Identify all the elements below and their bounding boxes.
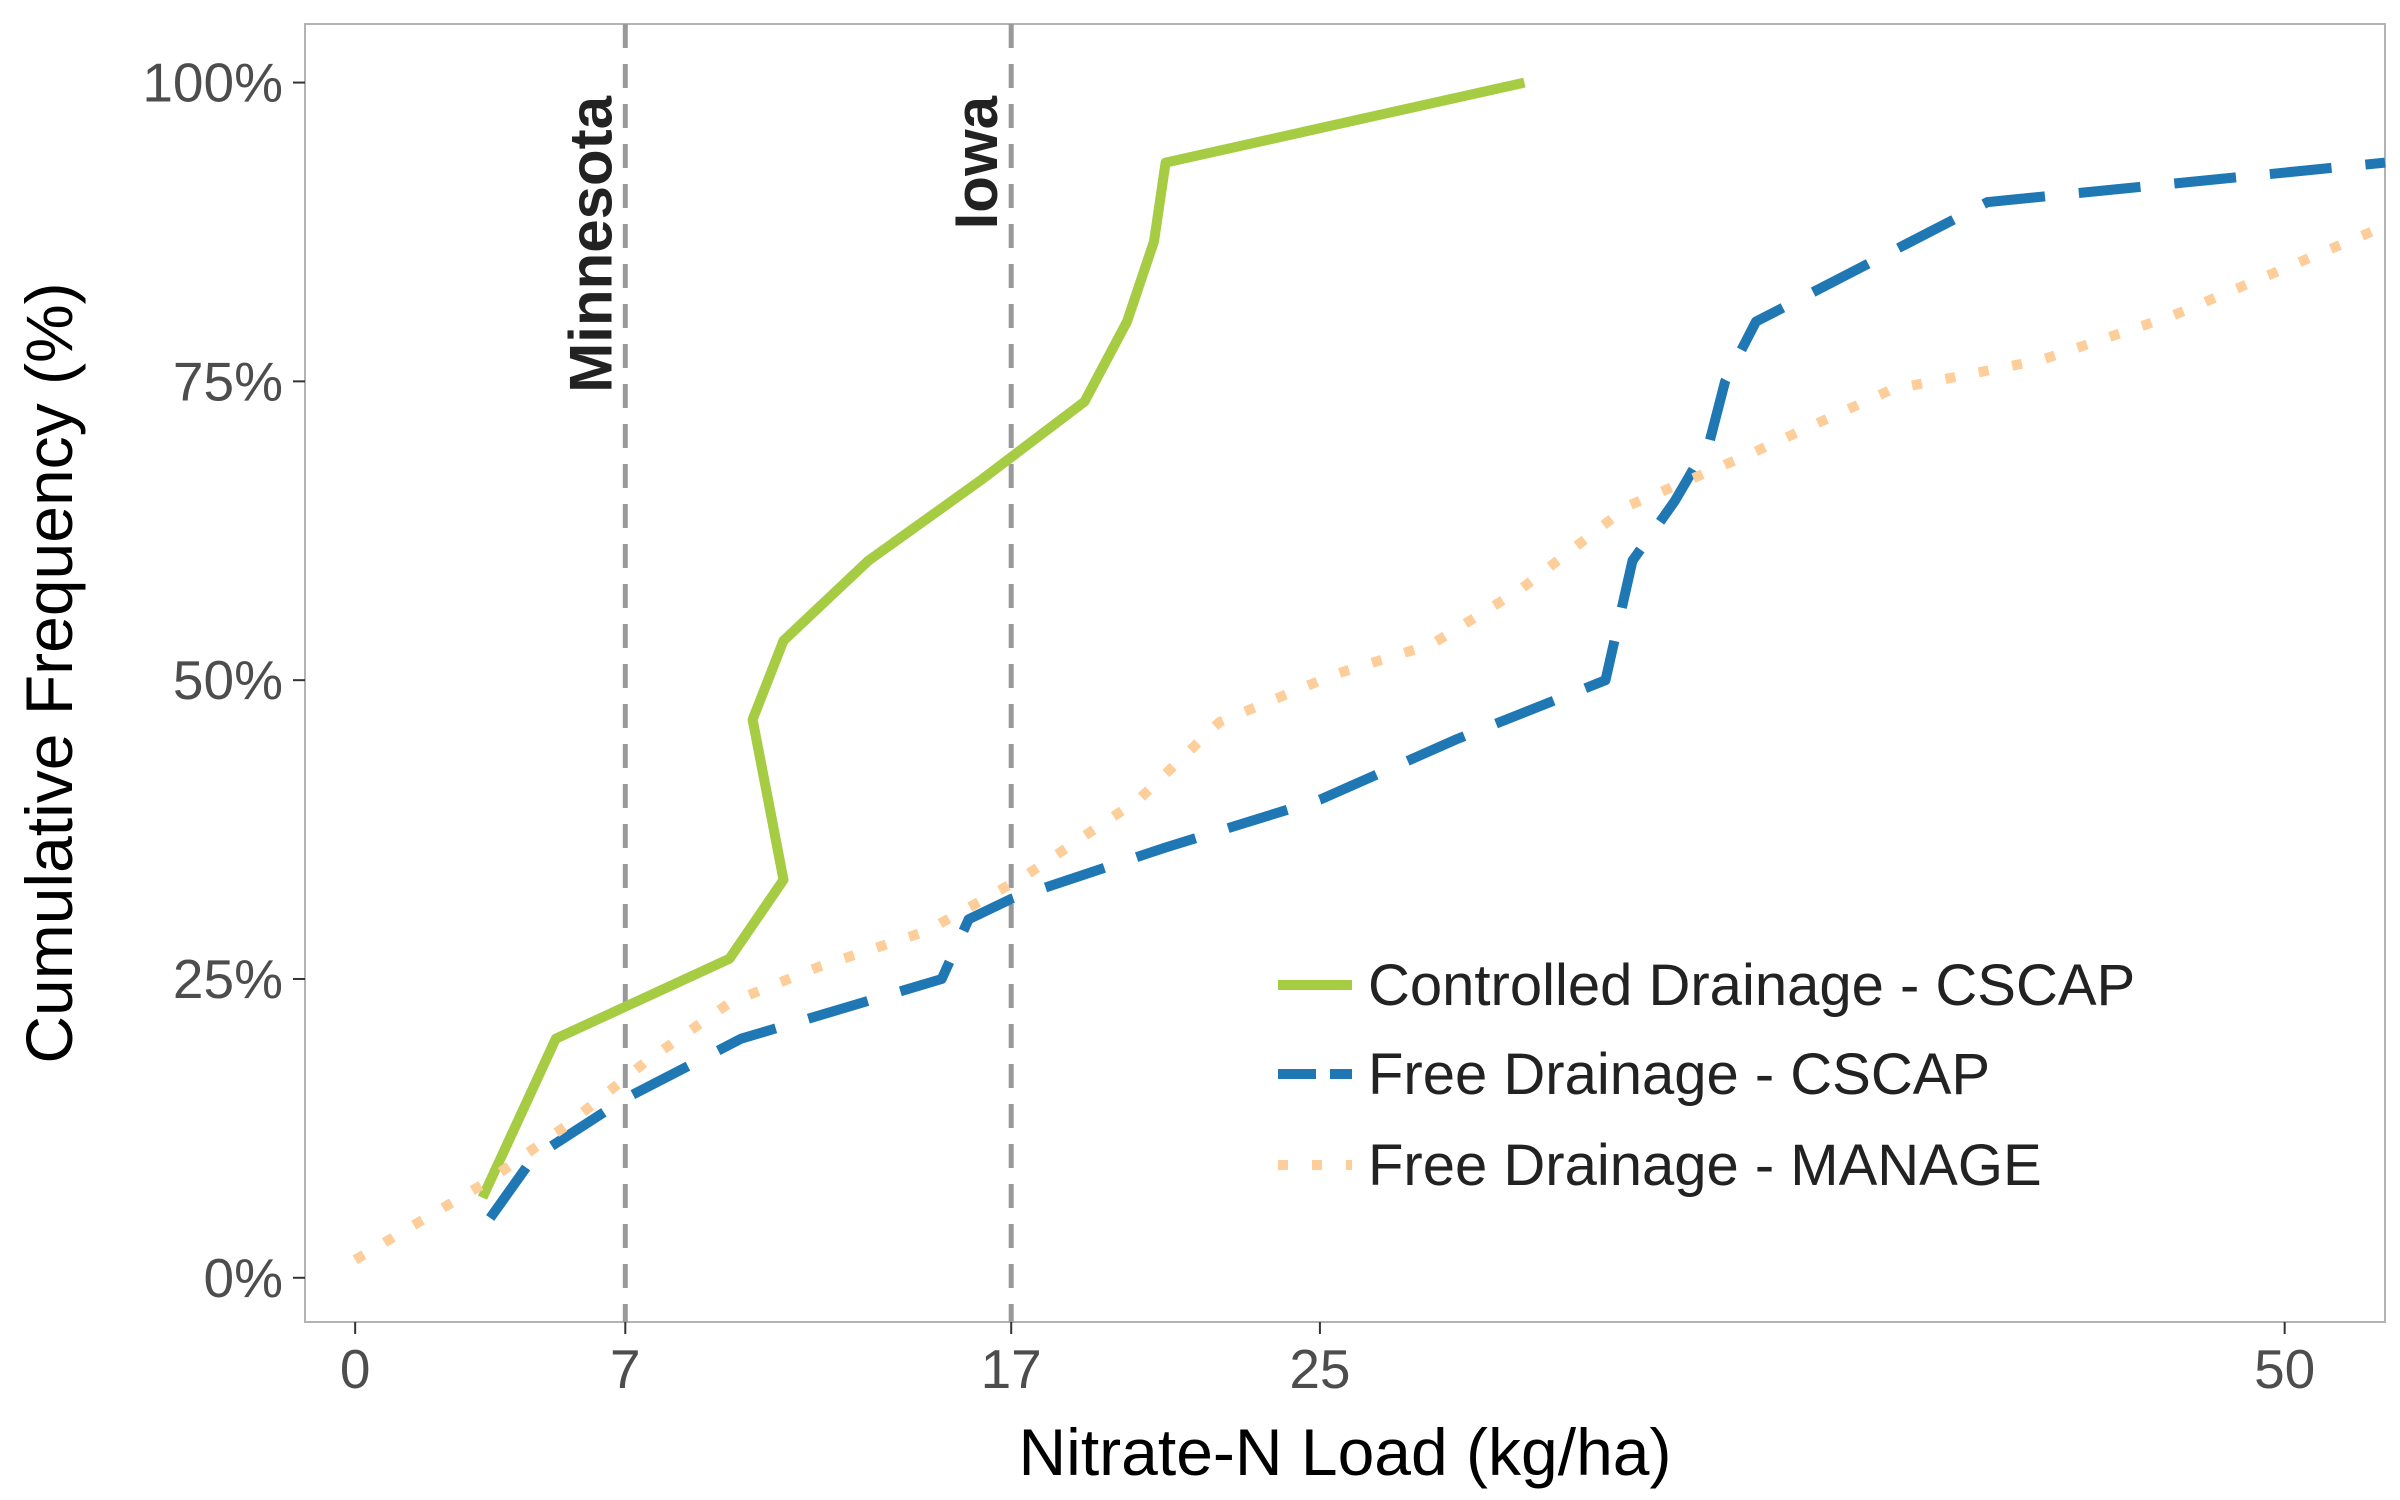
y-tick-label: 25% (173, 948, 283, 1010)
legend-label-free-drainage-cscap: Free Drainage - CSCAP (1368, 1042, 1990, 1107)
y-tick-label: 75% (173, 350, 283, 412)
plot-panel-border (304, 23, 2386, 1323)
x-tick-label: 17 (981, 1338, 1042, 1400)
legend: Controlled Drainage - CSCAP Free Drainag… (1278, 953, 2135, 1198)
x-axis: 0 7 17 25 50 (340, 1322, 2315, 1400)
reference-label-iowa: Iowa (943, 95, 1010, 229)
series-line-controlled-drainage-cscap (477, 77, 1526, 1200)
series-layer (352, 77, 2387, 1265)
y-axis-title: Cumulative Frequency (%) (12, 282, 86, 1063)
series-line-free-drainage-cscap (486, 157, 2386, 1221)
x-tick-label: 7 (610, 1338, 641, 1400)
y-tick-label: 50% (173, 649, 283, 711)
legend-label-free-drainage-manage: Free Drainage - MANAGE (1368, 1133, 2042, 1198)
y-tick-label: 100% (142, 52, 283, 114)
y-tick-label: 0% (204, 1247, 284, 1309)
x-axis-title: Nitrate-N Load (kg/ha) (1019, 1415, 1672, 1489)
reference-label-minnesota: Minnesota (557, 95, 624, 392)
x-tick-label: 25 (1289, 1338, 1350, 1400)
legend-label-controlled-drainage-cscap: Controlled Drainage - CSCAP (1368, 953, 2135, 1018)
x-tick-label: 0 (340, 1338, 371, 1400)
y-axis: 0% 25% 50% 75% 100% (142, 52, 305, 1309)
series-line-free-drainage-manage (352, 221, 2387, 1265)
x-tick-label: 50 (2254, 1338, 2315, 1400)
reference-lines: Minnesota Iowa (557, 24, 1014, 1322)
